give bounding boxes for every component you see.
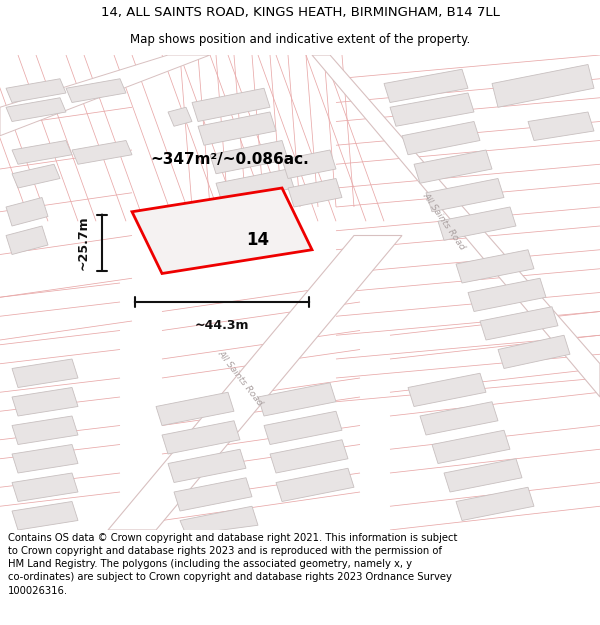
Polygon shape: [180, 506, 258, 535]
Polygon shape: [390, 93, 474, 126]
Polygon shape: [108, 236, 402, 530]
Polygon shape: [402, 121, 480, 155]
Polygon shape: [162, 421, 240, 454]
Polygon shape: [480, 307, 558, 340]
Text: 14: 14: [247, 231, 269, 249]
Polygon shape: [198, 112, 276, 145]
Polygon shape: [408, 373, 486, 406]
Text: Map shows position and indicative extent of the property.: Map shows position and indicative extent…: [130, 33, 470, 46]
Text: ~347m²/~0.086ac.: ~347m²/~0.086ac.: [150, 152, 309, 167]
Polygon shape: [72, 141, 132, 164]
Polygon shape: [192, 88, 270, 121]
Polygon shape: [12, 444, 78, 473]
Text: ~44.3m: ~44.3m: [195, 319, 249, 332]
Text: ~25.7m: ~25.7m: [77, 215, 90, 270]
Polygon shape: [468, 278, 546, 311]
Polygon shape: [12, 501, 78, 530]
Polygon shape: [276, 468, 354, 501]
Polygon shape: [420, 402, 498, 435]
Polygon shape: [6, 198, 48, 226]
Polygon shape: [288, 179, 342, 207]
Polygon shape: [6, 79, 66, 102]
Polygon shape: [444, 459, 522, 492]
Polygon shape: [216, 169, 294, 202]
Polygon shape: [174, 478, 252, 511]
Polygon shape: [258, 382, 336, 416]
Polygon shape: [312, 55, 600, 397]
Polygon shape: [384, 69, 468, 102]
Polygon shape: [456, 250, 534, 283]
Polygon shape: [12, 473, 78, 501]
Text: All Saints Road: All Saints Road: [421, 191, 467, 251]
Polygon shape: [156, 392, 234, 426]
Text: Contains OS data © Crown copyright and database right 2021. This information is : Contains OS data © Crown copyright and d…: [8, 533, 457, 596]
Polygon shape: [12, 141, 72, 164]
Polygon shape: [168, 449, 246, 482]
Polygon shape: [528, 112, 594, 141]
Polygon shape: [6, 98, 66, 121]
Polygon shape: [264, 411, 342, 444]
Polygon shape: [168, 107, 192, 126]
Polygon shape: [492, 64, 594, 108]
Text: All Saints Road: All Saints Road: [215, 349, 265, 408]
Polygon shape: [12, 164, 60, 188]
Polygon shape: [282, 150, 336, 179]
Polygon shape: [6, 226, 48, 254]
Polygon shape: [12, 359, 78, 388]
Polygon shape: [426, 179, 504, 212]
Polygon shape: [132, 188, 312, 274]
Polygon shape: [12, 416, 78, 444]
Polygon shape: [66, 79, 126, 102]
Polygon shape: [432, 430, 510, 464]
Polygon shape: [498, 335, 570, 369]
Polygon shape: [210, 141, 288, 174]
Text: 14, ALL SAINTS ROAD, KINGS HEATH, BIRMINGHAM, B14 7LL: 14, ALL SAINTS ROAD, KINGS HEATH, BIRMIN…: [101, 6, 499, 19]
Polygon shape: [438, 207, 516, 240]
Polygon shape: [414, 150, 492, 183]
Polygon shape: [12, 388, 78, 416]
Polygon shape: [456, 488, 534, 521]
Polygon shape: [270, 440, 348, 473]
Polygon shape: [0, 55, 210, 136]
